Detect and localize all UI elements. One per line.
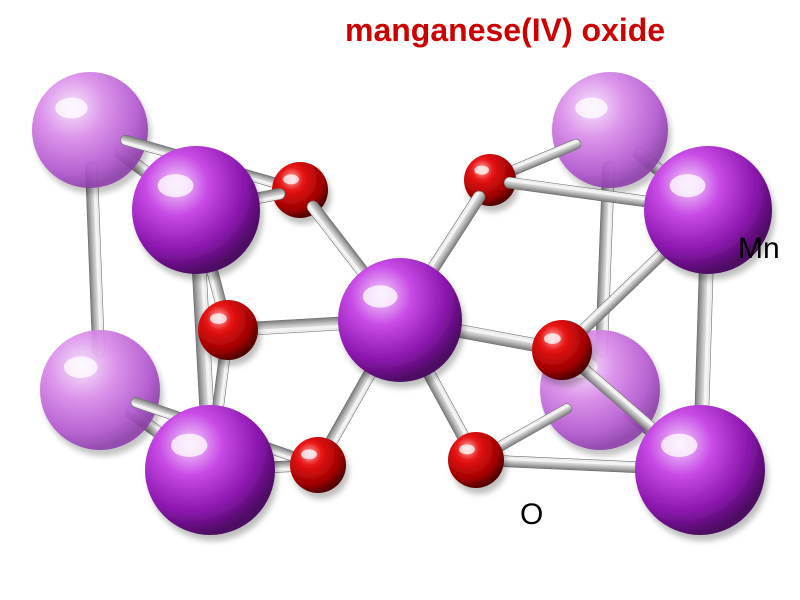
atom-mn [32,72,148,188]
atom-o [448,432,504,488]
atom-highlight [474,165,489,174]
atom-highlight [210,313,227,324]
atom-o [532,320,592,380]
atom-highlight [670,174,706,197]
atom-highlight [171,434,207,457]
element-label-mn: Mn [738,232,780,266]
atom-mn [40,330,160,450]
molecule-svg [0,0,800,600]
atom-highlight [363,285,398,307]
diagram-stage: manganese(IV) oxide Mn O [0,0,800,600]
atom-highlight [283,174,299,184]
atom-mn [145,405,275,535]
atom-highlight [459,444,475,454]
element-label-o: O [520,498,543,532]
atom-highlight [575,98,607,119]
atom-highlight [64,356,98,378]
atom-mn [635,405,765,535]
compound-title: manganese(IV) oxide [345,12,665,49]
atom-highlight [661,434,697,457]
atom-mn [132,146,260,274]
bond [85,162,104,358]
atom-highlight [544,333,561,344]
atom-o [290,437,346,493]
atom-highlight [55,98,87,119]
atom-o [198,300,258,360]
atom-mn [552,72,668,188]
atom-highlight [158,174,194,197]
atom-mn [338,258,462,382]
atom-highlight [301,449,317,459]
